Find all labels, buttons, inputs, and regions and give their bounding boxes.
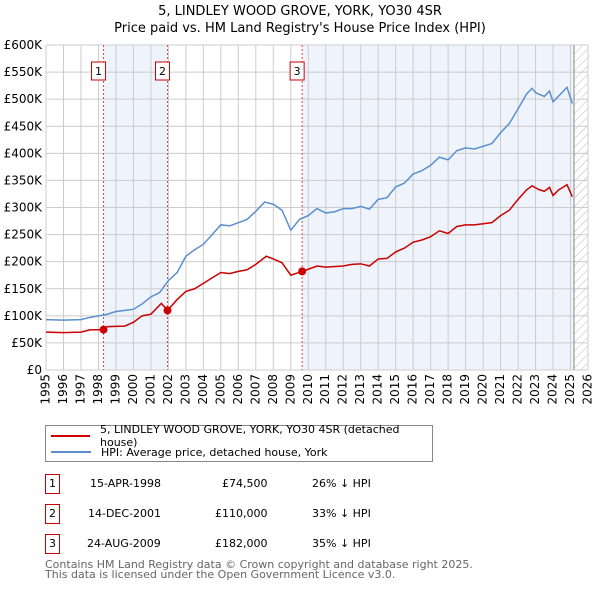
x-tick-label: 2012	[336, 374, 350, 405]
sale-flag	[289, 61, 305, 81]
footer: Contains HM Land Registry data © Crown c…	[45, 558, 473, 581]
x-tick-label: 2024	[546, 374, 560, 405]
sale-row: 1 15-APR-1998 £74,500 26% ↓ HPI	[45, 474, 445, 494]
x-tick-label: 1999	[108, 374, 122, 405]
x-tick-label: 2005	[213, 374, 227, 405]
x-tick-label: 2014	[371, 374, 385, 405]
chart-title: 5, LINDLEY WOOD GROVE, YORK, YO30 4SR	[158, 4, 442, 19]
x-tick-label: 2015	[388, 374, 402, 405]
chart-subtitle: Price paid vs. HM Land Registry's House …	[114, 21, 486, 36]
sale-flag-label: 1	[95, 65, 102, 78]
series-line	[45, 85, 573, 321]
x-tick-label: 2006	[231, 374, 245, 405]
sale-diff: 26% ↓ HPI	[312, 477, 371, 490]
sale-flag	[91, 61, 107, 81]
sale-date: 24-AUG-2009	[87, 537, 161, 550]
x-tick-label: 1998	[91, 374, 105, 405]
legend-label: HPI: Average price, detached house, York	[101, 445, 328, 459]
chart-plot: 1995 1996 1997 1998 1999 2000 2001 2002 2003 2004…	[4, 38, 595, 405]
legend: 5, LINDLEY WOOD GROVE, YORK, YO30 4SR (d…	[45, 423, 433, 462]
x-tick-label: 1997	[73, 374, 87, 405]
x-tick-label: 2026	[581, 374, 595, 405]
x-tick-label: 2020	[476, 374, 490, 405]
x-tick-label: 2002	[161, 374, 175, 405]
sale-price: £110,000	[215, 507, 268, 520]
x-tick-label: 2011	[318, 374, 332, 405]
x-tick-label: 1996	[56, 374, 70, 405]
sale-date: 15-APR-1998	[90, 477, 162, 490]
y-tick-label: £300K	[4, 201, 44, 215]
legend-label: 5, LINDLEY WOOD GROVE, YORK, YO30 4SR (d…	[100, 423, 400, 449]
sale-point	[99, 325, 108, 334]
x-tick-label: 2025	[563, 374, 577, 405]
y-tick-label: £150K	[4, 282, 44, 296]
y-tick-label: £350K	[4, 173, 44, 187]
x-tick-label: 2003	[178, 374, 192, 405]
sale-point	[163, 306, 172, 315]
x-tick-label: 1995	[39, 374, 53, 405]
x-tick-label: 2018	[441, 374, 455, 405]
x-tick-label: 2023	[528, 374, 542, 405]
y-tick-label: £200K	[4, 255, 44, 269]
sale-diff: 35% ↓ HPI	[312, 537, 371, 550]
x-tick-label: 2008	[266, 374, 280, 405]
x-tick-label: 2017	[423, 374, 437, 405]
sale-row: 3 24-AUG-2009 £182,000 35% ↓ HPI	[45, 534, 445, 554]
y-tick-label: £0	[27, 363, 42, 377]
x-tick-label: 2004	[196, 374, 210, 405]
y-tick-label: £100K	[4, 309, 44, 323]
footer-line: This data is licensed under the Open Gov…	[45, 568, 396, 581]
legend-swatch-blue	[51, 451, 91, 453]
x-tick-label: 2000	[126, 374, 140, 405]
legend-item-hpi: HPI: Average price, detached house, York	[51, 444, 328, 460]
sale-row: 2 14-DEC-2001 £110,000 33% ↓ HPI	[45, 504, 445, 524]
sale-price: £182,000	[215, 537, 268, 550]
x-tick-label: 2009	[283, 374, 297, 405]
sale-flag-label: 3	[294, 65, 301, 78]
y-tick-label: £50K	[11, 336, 43, 350]
x-tick-label: 2021	[493, 374, 507, 405]
x-tick-label: 2010	[301, 374, 315, 405]
sale-date: 14-DEC-2001	[88, 507, 162, 520]
sale-price: £74,500	[222, 477, 268, 490]
sale-diff: 33% ↓ HPI	[312, 507, 371, 520]
sale-badge: 1	[45, 474, 60, 494]
y-tick-label: £400K	[4, 146, 44, 160]
y-tick-label: £550K	[4, 65, 44, 79]
y-tick-label: £600K	[4, 38, 44, 52]
sale-point	[298, 267, 307, 276]
x-tick-label: 2013	[353, 374, 367, 405]
x-tick-label: 2019	[458, 374, 472, 405]
y-tick-label: £450K	[4, 119, 44, 133]
sale-badge: 3	[45, 534, 60, 554]
sale-badge: 2	[45, 504, 60, 524]
legend-swatch-red	[51, 435, 90, 437]
sale-flag-label: 2	[159, 65, 166, 78]
series-line	[45, 183, 573, 334]
x-tick-label: 2022	[511, 374, 525, 405]
y-tick-label: £500K	[4, 92, 44, 106]
y-tick-label: £250K	[4, 228, 44, 242]
x-tick-label: 2016	[406, 374, 420, 405]
sale-flag	[155, 61, 171, 81]
x-tick-label: 2007	[248, 374, 262, 405]
legend-item-property: 5, LINDLEY WOOD GROVE, YORK, YO30 4SR (d…	[51, 423, 432, 449]
x-tick-label: 2001	[143, 374, 157, 405]
footer-line: Contains HM Land Registry data © Crown c…	[45, 558, 473, 571]
